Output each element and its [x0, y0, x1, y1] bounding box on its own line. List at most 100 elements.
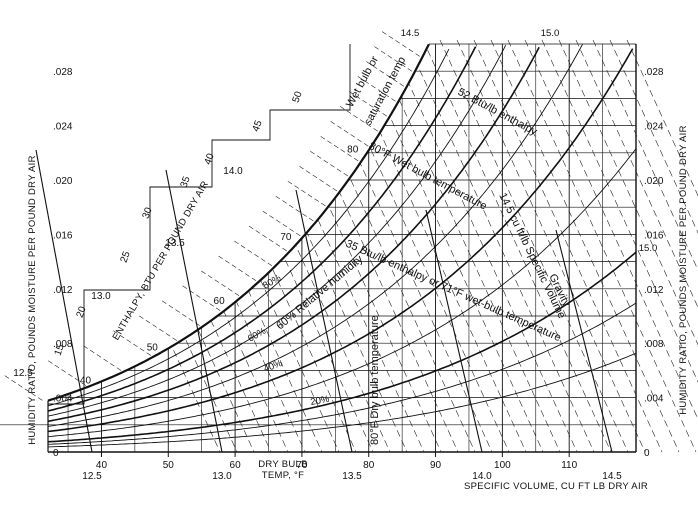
- enthalpy-gridline: [592, 39, 698, 271]
- enthalpy-gridline: [235, 39, 425, 453]
- humidity-ratio-tick-label-left: .004: [53, 394, 73, 405]
- relative-humidity-curve: [47, 46, 540, 423]
- enthalpy-tick-label: 15: [53, 343, 67, 358]
- enthalpy-gridline: [490, 39, 680, 453]
- humidity-ratio-tick-label-left: .016: [53, 230, 73, 241]
- enthalpy-gridline: [422, 39, 612, 453]
- dry-bulb-tick-label: 100: [494, 460, 511, 471]
- relative-humidity-minor-curve: [47, 148, 637, 438]
- humidity-ratio-tick-label-left: .024: [53, 122, 73, 133]
- relative-humidity-minor-curve: [47, 302, 637, 445]
- specific-volume-line: [35, 149, 93, 453]
- right-volume-label: 15.0: [639, 243, 658, 254]
- wet-bulb-scale-label: 70: [280, 232, 292, 243]
- dry-bulb-tick-label: 110: [561, 460, 577, 471]
- wet-bulb-scale-label: 40: [80, 375, 92, 386]
- dry-bulb-axis-unit: TEMP, °F: [262, 470, 304, 481]
- humidity-ratio-tick-label-right: .008: [644, 339, 664, 350]
- rh-label-40: 40%: [262, 358, 284, 375]
- enthalpy-gridline: [524, 39, 698, 420]
- specific-volume-tick-label: 12.5: [82, 471, 102, 482]
- enthalpy-gridline: [405, 39, 595, 453]
- wet-bulb-scale-label: 50: [147, 342, 159, 353]
- saturation-curve: [47, 43, 430, 402]
- annotation-specific-volume-14-5: 14.5 cu ft/lb Specific Volume: [496, 191, 567, 320]
- dry-bulb-tick-label: 70: [296, 460, 308, 471]
- top-volume-label-14-5: 14.5: [401, 28, 420, 39]
- relative-humidity-minor-curve: [47, 48, 450, 407]
- enthalpy-gridline: [337, 39, 527, 453]
- rh-label-60: 60%: [246, 325, 268, 344]
- relative-humidity-curve: [47, 48, 634, 433]
- dry-bulb-tick-label: 90: [430, 460, 442, 471]
- saturation-volume-label: 13.5: [165, 238, 185, 249]
- humidity-ratio-axis-label-right: HUMIDITY RATIO, POUNDS MOISTURE PER POUN…: [678, 125, 689, 415]
- enthalpy-tick-label: 50: [291, 90, 305, 105]
- saturation-volume-label: 14.0: [223, 166, 243, 177]
- enthalpy-gridline: [541, 39, 698, 383]
- enthalpy-gridline: [507, 39, 697, 453]
- saturation-volume-label: 13.0: [91, 291, 111, 302]
- saturation-volume-label: 12.5: [13, 368, 33, 379]
- enthalpy-gridline: [473, 39, 663, 453]
- relative-humidity-curve: [47, 251, 637, 443]
- relative-humidity-curve: [47, 46, 477, 412]
- humidity-ratio-tick-label-right: .024: [644, 122, 664, 133]
- enthalpy-gridline: [218, 39, 408, 453]
- enthalpy-gridline: [252, 39, 442, 453]
- enthalpy-gridline: [575, 39, 698, 309]
- enthalpy-tick-label: 20: [75, 305, 89, 320]
- enthalpy-tick-label: 40: [203, 152, 217, 167]
- enthalpy-gridline: [286, 39, 476, 453]
- wet-bulb-scale-label: 60: [214, 296, 226, 307]
- enthalpy-tick-label: 30: [141, 206, 155, 221]
- enthalpy-gridline: [354, 39, 544, 453]
- wet-bulb-scale-label: 80: [347, 144, 359, 155]
- humidity-ratio-tick-label-left: .020: [53, 176, 73, 187]
- enthalpy-scale-edge: [48, 44, 351, 405]
- enthalpy-gridline: [320, 39, 510, 453]
- chart-curves: [35, 43, 637, 453]
- enthalpy-gridline: [558, 39, 698, 346]
- specific-volume-tick-label: 14.5: [602, 471, 622, 482]
- humidity-ratio-tick-label-right: .028: [644, 67, 664, 78]
- specific-volume-axis-label: SPECIFIC VOLUME, CU FT LB DRY AIR: [464, 481, 648, 492]
- enthalpy-gridline: [456, 39, 646, 453]
- chart-marks: 40 50 60 70 80 90 100 110 12.5 13.0 13.5 14.0 14.5 .0…: [13, 67, 664, 482]
- specific-volume-line: [295, 189, 353, 453]
- dry-bulb-tick-label: 60: [230, 460, 242, 471]
- humidity-ratio-tick-label-right: .012: [644, 285, 664, 296]
- specific-volume-line: [425, 209, 483, 453]
- humidity-ratio-tick-label-right: 0: [644, 448, 650, 459]
- annotation-dry-bulb-80: 80°F Dry bulb temperature: [369, 315, 381, 445]
- dry-bulb-tick-label: 50: [163, 460, 175, 471]
- relative-humidity-minor-curve: [47, 352, 637, 448]
- specific-volume-tick-label: 13.0: [212, 471, 232, 482]
- dry-bulb-tick-label: 80: [363, 460, 375, 471]
- humidity-ratio-tick-label-right: .020: [644, 176, 664, 187]
- relative-humidity-minor-curve: [47, 44, 507, 417]
- enthalpy-tick-label: 45: [251, 119, 265, 134]
- specific-volume-line: [555, 229, 613, 453]
- annotation-wet-bulb-80: 80°F Wet bulb temperature: [367, 140, 489, 213]
- humidity-ratio-tick-label-left: .008: [53, 339, 73, 350]
- enthalpy-tick-label: 25: [119, 250, 133, 265]
- dry-bulb-axis-label: DRY BULB: [258, 459, 308, 470]
- humidity-ratio-tick-label-left: .028: [53, 67, 73, 78]
- humidity-ratio-axis-label-left: HUMIDITY RATIO, POUNDS MOISTURE PER POUN…: [27, 155, 38, 445]
- specific-volume-tick-label: 13.5: [342, 471, 362, 482]
- specific-volume-tick-label: 14.0: [472, 471, 492, 482]
- enthalpy-gridline: [269, 39, 459, 453]
- enthalpy-gridline: [371, 39, 561, 453]
- humidity-ratio-tick-label-right: .016: [644, 230, 664, 241]
- relative-humidity-minor-curve: [47, 44, 583, 427]
- humidity-ratio-tick-label-left: 0: [53, 448, 59, 459]
- enthalpy-tick-label: 35: [179, 175, 193, 190]
- humidity-ratio-tick-label-right: .004: [644, 394, 664, 405]
- dry-bulb-tick-label: 40: [96, 460, 108, 471]
- specific-volume-line: [165, 169, 223, 453]
- top-volume-label-15-0: 15.0: [541, 28, 560, 39]
